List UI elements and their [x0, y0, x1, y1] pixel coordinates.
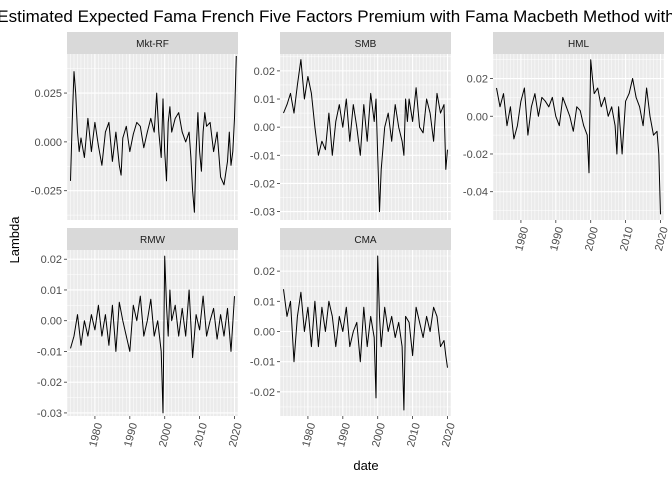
y-tick-label: 0.00 [41, 316, 62, 328]
series-line-hml [496, 59, 661, 215]
y-tick-label: 0.01 [41, 285, 62, 297]
y-tick-label: 0.000 [34, 137, 62, 149]
y-tick-label: -0.02 [463, 149, 488, 161]
y-tick-label: -0.01 [250, 357, 275, 369]
x-tick-label: 2000 [157, 422, 175, 449]
strip-background [67, 228, 238, 250]
x-tick-label: 2000 [370, 422, 388, 449]
y-tick-label: 0.01 [254, 296, 275, 308]
x-axis-title: date [353, 458, 378, 473]
panel-smb: SMB -0.03 -0.02 -0.01 0.00 0.01 0.02 [250, 32, 452, 220]
y-tick-label: -0.02 [250, 387, 275, 399]
y-axis-title: Lambda [7, 216, 22, 264]
strip-background [280, 32, 451, 54]
x-tick-label: 2020 [653, 226, 671, 253]
panel-hml: HML -0.04 -0.02 0.00 0.02 1980 1990 2000 2010 202… [463, 32, 671, 252]
y-tick-label: -0.01 [37, 346, 62, 358]
y-tick-label: -0.03 [37, 408, 62, 420]
series-line-cma [283, 255, 448, 411]
x-tick-label: 1990 [335, 422, 353, 449]
y-tick-label: -0.02 [37, 377, 62, 389]
y-tick-label: 0.02 [41, 254, 62, 266]
x-tick-label: 1980 [87, 422, 105, 449]
strip-label: RMW [140, 235, 166, 246]
x-tick-label: 2020 [440, 422, 458, 449]
strip-background [280, 228, 451, 250]
x-tick-label: 1990 [548, 226, 566, 253]
series-line-rmw [70, 255, 235, 414]
y-tick-label: 0.01 [254, 94, 275, 106]
series-line-smb [283, 59, 448, 213]
y-tick-label: -0.03 [250, 207, 275, 219]
panel-background [67, 250, 238, 416]
panel-background [280, 250, 451, 416]
x-tick-label: 2000 [583, 226, 601, 253]
y-tick-label: 0.00 [254, 326, 275, 338]
y-tick-label: 0.00 [467, 111, 488, 123]
strip-background [67, 32, 238, 54]
x-tick-label: 2010 [405, 422, 423, 449]
panel-background [280, 54, 451, 220]
panel-cma: CMA -0.02 -0.01 0.00 0.01 0.02 1980 1990 2000 201… [250, 228, 458, 448]
y-tick-label: -0.02 [250, 178, 275, 190]
y-tick-label: -0.025 [31, 186, 62, 198]
y-tick-label: 0.02 [254, 266, 275, 278]
x-tick-label: 2010 [618, 226, 636, 253]
x-tick-label: 2020 [227, 422, 245, 449]
y-tick-label: 0.02 [254, 66, 275, 78]
series-line-mkt-rf [70, 55, 237, 213]
panel-rmw: RMW -0.03 -0.02 -0.01 0.00 0.01 0.02 1980 1990 20… [37, 228, 245, 448]
chart-title: Estimated Expected Fama French Five Fact… [0, 7, 672, 26]
y-tick-label: -0.01 [250, 150, 275, 162]
panel-mkt-rf: Mkt-RF -0.025 0.000 0.025 [31, 32, 239, 220]
panel-background [493, 54, 664, 220]
strip-label: SMB [355, 39, 377, 50]
y-tick-label: 0.02 [467, 74, 488, 86]
x-tick-label: 1980 [513, 226, 531, 253]
strip-label: CMA [354, 235, 377, 246]
strip-label: Mkt-RF [136, 39, 169, 50]
x-tick-label: 2010 [192, 422, 210, 449]
strip-background [493, 32, 664, 54]
facet-panels: Mkt-RF -0.025 0.000 0.025 SMB -0.03 -0.02 -0.01… [31, 32, 671, 448]
strip-label: HML [568, 39, 590, 50]
panel-background [67, 54, 238, 220]
y-tick-label: -0.04 [463, 187, 488, 199]
y-tick-label: 0.025 [34, 88, 62, 100]
y-tick-label: 0.00 [254, 122, 275, 134]
x-tick-label: 1990 [122, 422, 140, 449]
x-tick-label: 1980 [300, 422, 318, 449]
